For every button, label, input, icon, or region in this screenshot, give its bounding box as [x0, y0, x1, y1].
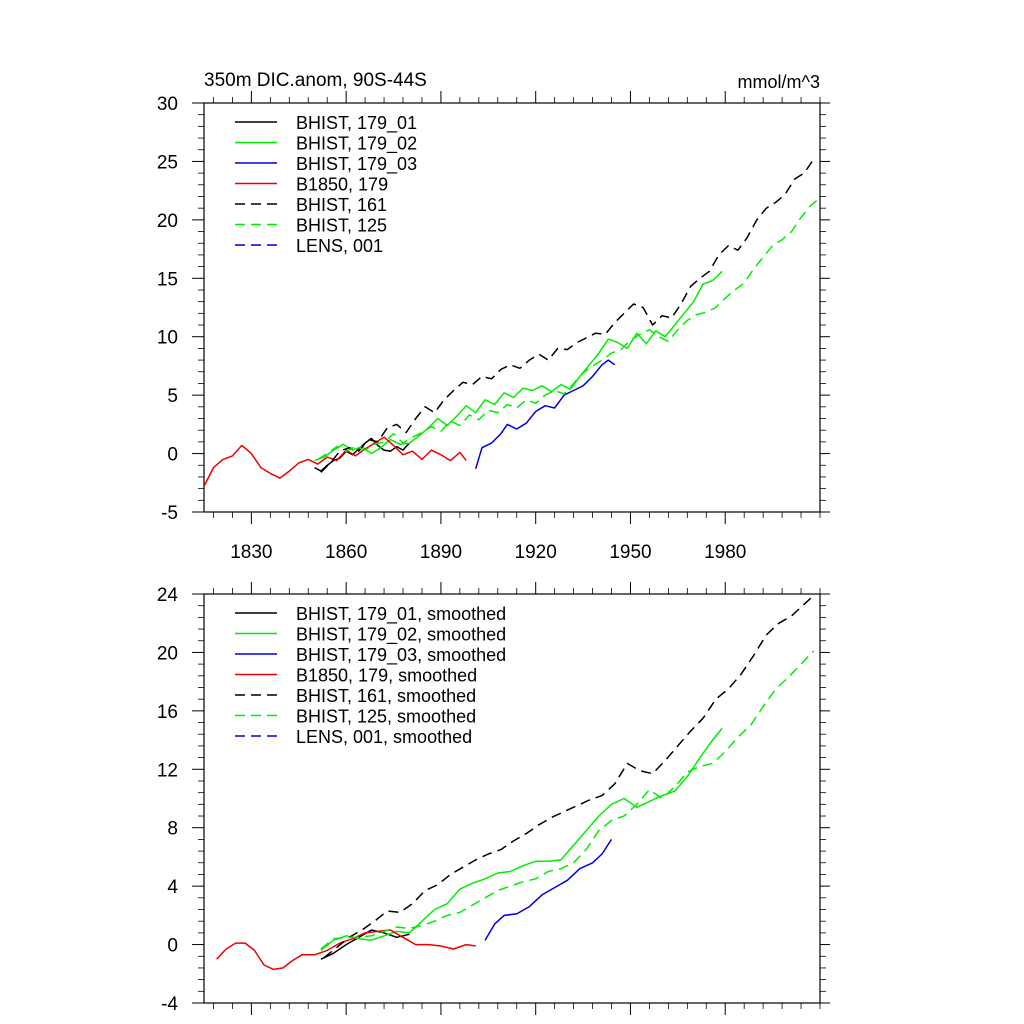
units-label: mmol/m^3 [738, 72, 820, 92]
series-line [204, 436, 467, 487]
legend-label: BHIST, 161, smoothed [296, 686, 476, 706]
chart-title: 350m DIC.anom, 90S-44S [204, 70, 427, 91]
y-tick-label: 16 [157, 702, 178, 723]
legend-label: BHIST, 179_02, smoothed [296, 625, 506, 646]
y-tick-label: 4 [167, 877, 178, 898]
legend-label: LENS, 001, smoothed [296, 727, 472, 747]
legend-label: BHIST, 179_02 [296, 134, 417, 155]
y-tick-label: 24 [157, 585, 179, 606]
top-panel: 1830 1860 1890 1920 1950 1980 -5 0 5 10 15 20 25 30 BH… [157, 91, 830, 563]
series-line [216, 929, 476, 971]
x-tick-label: 1920 [515, 542, 557, 563]
y-tick-label: -5 [161, 503, 178, 524]
y-tick-label: 20 [157, 211, 178, 232]
legend-label: B1850, 179 [296, 175, 388, 195]
y-tick-label: 15 [157, 269, 178, 290]
series-line [484, 838, 613, 941]
series-line [320, 158, 815, 473]
y-tick-label: -4 [161, 994, 178, 1015]
x-tick-label: 1830 [230, 542, 272, 563]
x-tick-label: 1980 [704, 542, 746, 563]
y-tick-label: 0 [167, 936, 178, 957]
legend-label: BHIST, 179_03 [296, 154, 417, 175]
series-line [320, 727, 723, 951]
series-line [474, 359, 616, 470]
y-tick-label: 10 [157, 328, 178, 349]
y-tick-label: 20 [157, 643, 178, 664]
y-tick-label: 0 [167, 445, 178, 466]
y-tick-label: 30 [157, 94, 178, 115]
y-tick-label: 8 [167, 819, 178, 840]
series-line [314, 270, 723, 462]
series-line [323, 594, 815, 959]
series-line [314, 437, 410, 472]
y-tick-label: 5 [167, 386, 178, 407]
legend-label: BHIST, 179_01, smoothed [296, 604, 506, 625]
x-tick-label: 1860 [325, 542, 367, 563]
legend-label: LENS, 001 [296, 236, 383, 256]
y-tick-label: 12 [157, 760, 178, 781]
legend-label: BHIST, 179_01 [296, 113, 417, 134]
legend-label: BHIST, 125 [296, 216, 387, 236]
plot-frame [203, 593, 821, 1004]
plot-frame [203, 102, 821, 513]
x-tick-label: 1950 [609, 542, 651, 563]
legend-label: BHIST, 161 [296, 195, 387, 215]
legend-label: B1850, 179, smoothed [296, 666, 477, 686]
series-line [320, 929, 410, 960]
series-line [320, 650, 815, 950]
y-tick-label: 25 [157, 152, 178, 173]
series-line [317, 197, 820, 461]
x-tick-label: 1890 [420, 542, 462, 563]
legend-label: BHIST, 125, smoothed [296, 707, 476, 727]
legend-label: BHIST, 179_03, smoothed [296, 645, 506, 666]
